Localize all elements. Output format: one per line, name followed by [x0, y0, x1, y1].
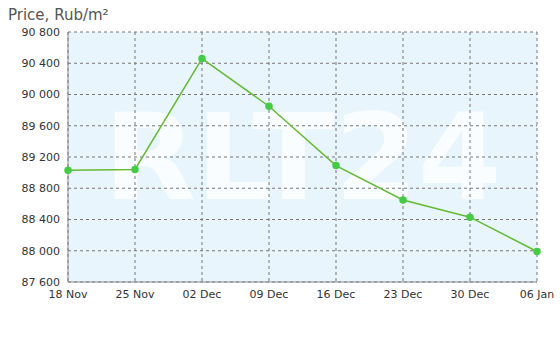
svg-text:06 Jan: 06 Jan: [520, 288, 552, 301]
svg-text:18 Nov: 18 Nov: [49, 288, 88, 301]
svg-text:89 200: 89 200: [22, 151, 61, 164]
svg-text:02 Dec: 02 Dec: [183, 288, 222, 301]
svg-text:87 600: 87 600: [22, 276, 61, 289]
svg-text:90 400: 90 400: [22, 57, 61, 70]
svg-text:90 000: 90 000: [22, 88, 61, 101]
svg-text:25 Nov: 25 Nov: [116, 288, 155, 301]
svg-text:88 800: 88 800: [22, 182, 61, 195]
html-text:RLT24: RLT24: [103, 87, 502, 227]
svg-text:09 Dec: 09 Dec: [250, 288, 289, 301]
svg-text:30 Dec: 30 Dec: [451, 288, 490, 301]
svg-text:88 400: 88 400: [22, 213, 61, 226]
svg-text:16 Dec: 16 Dec: [317, 288, 356, 301]
svg-text:89 600: 89 600: [22, 120, 61, 133]
svg-text:88 000: 88 000: [22, 245, 61, 258]
svg-text:90 800: 90 800: [22, 26, 61, 39]
svg-text:23 Dec: 23 Dec: [384, 288, 423, 301]
html-text:Price, Rub/m²: Price, Rub/m²: [8, 6, 109, 24]
